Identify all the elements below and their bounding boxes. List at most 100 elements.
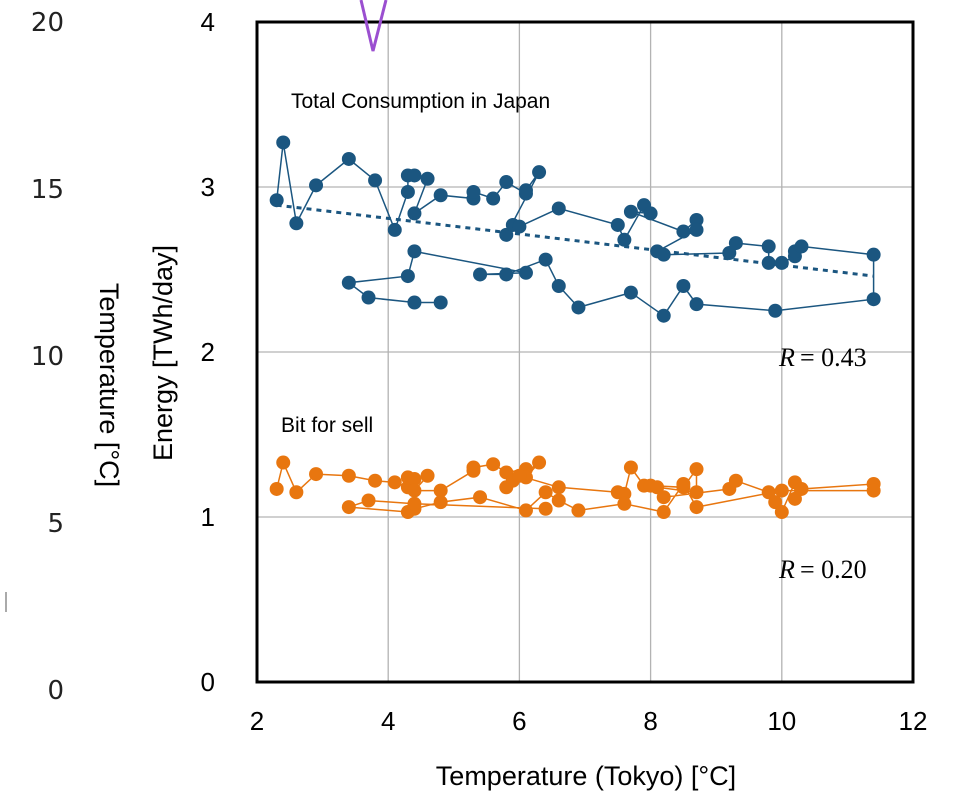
- data-point: [761, 239, 776, 254]
- data-point: [787, 491, 802, 506]
- series-label-total: Total Consumption in Japan: [291, 90, 550, 113]
- data-point: [486, 191, 501, 206]
- data-point: [276, 135, 291, 150]
- data-point: [676, 477, 691, 491]
- data-point: [473, 267, 488, 282]
- secondary-y-tick-label: 5: [47, 509, 64, 539]
- data-point: [643, 206, 658, 221]
- data-point: [309, 467, 324, 482]
- data-point: [676, 279, 691, 293]
- purple-marker-shape: [359, 0, 388, 52]
- data-point: [400, 184, 415, 199]
- data-point: [774, 505, 789, 520]
- data-point: [794, 481, 809, 496]
- r-annotation-bit: R = 0.20: [778, 555, 867, 584]
- data-traces: [269, 135, 881, 520]
- data-point: [269, 193, 284, 208]
- data-point: [400, 269, 415, 284]
- x-tick-label: 12: [899, 706, 928, 736]
- data-point: [551, 480, 566, 495]
- x-tick-label: 6: [512, 706, 526, 736]
- data-point: [486, 457, 501, 472]
- data-point: [466, 184, 481, 199]
- data-point: [433, 295, 448, 310]
- data-point: [433, 495, 448, 510]
- data-point: [289, 485, 304, 500]
- data-point: [518, 183, 533, 198]
- y-tick-label: 0: [201, 667, 215, 697]
- y-tick-label: 2: [201, 337, 215, 367]
- x-tick-label: 4: [381, 706, 395, 736]
- gridlines: [257, 22, 913, 682]
- data-point: [538, 501, 553, 516]
- y-tick-label: 4: [201, 7, 215, 37]
- data-point: [420, 171, 435, 186]
- data-point: [368, 473, 383, 488]
- data-point: [551, 493, 566, 508]
- data-point: [689, 485, 704, 500]
- r-value-bit: = 0.20: [800, 555, 867, 584]
- r-symbol-total: R: [778, 343, 795, 372]
- y-axis-title: Energy [TWh/day]: [148, 245, 178, 461]
- data-point: [774, 483, 789, 498]
- data-point: [512, 219, 527, 234]
- data-point: [407, 483, 422, 498]
- data-point: [551, 201, 566, 216]
- secondary-y-tick-label: 10: [31, 342, 64, 372]
- data-point: [650, 480, 665, 495]
- data-point: [689, 222, 704, 237]
- x-tick-label: 10: [767, 706, 796, 736]
- data-point: [571, 300, 586, 315]
- data-point: [512, 468, 527, 483]
- data-point: [617, 232, 632, 247]
- data-point: [309, 178, 324, 193]
- data-point: [368, 173, 383, 188]
- data-point: [499, 175, 514, 190]
- data-point: [341, 275, 356, 290]
- data-point: [656, 505, 671, 520]
- data-point: [276, 455, 291, 470]
- data-point: [768, 303, 783, 318]
- data-point: [407, 244, 422, 259]
- data-point: [866, 483, 881, 498]
- secondary-y-tick-label: 15: [31, 175, 64, 205]
- data-point: [341, 500, 356, 515]
- secondary-y-tick-label: 20: [31, 8, 64, 38]
- data-point: [623, 460, 638, 475]
- data-point: [610, 217, 625, 232]
- data-point: [689, 297, 704, 312]
- series-label-bit: Bit for sell: [281, 414, 373, 437]
- data-point: [361, 290, 376, 305]
- data-point: [794, 239, 809, 254]
- data-point: [656, 308, 671, 323]
- secondary-y-axis-title: Temperature [°C]: [94, 283, 124, 487]
- data-point: [407, 496, 422, 511]
- data-point: [571, 503, 586, 518]
- data-point: [722, 246, 737, 260]
- data-point: [341, 151, 356, 166]
- data-point: [689, 500, 704, 515]
- secondary-y-tick-label: 0: [47, 676, 64, 706]
- x-tick-label: 8: [643, 706, 657, 736]
- data-point: [689, 462, 704, 477]
- data-point: [617, 496, 632, 511]
- data-point: [466, 460, 481, 475]
- data-point: [499, 267, 514, 282]
- data-point: [532, 165, 547, 180]
- data-point: [518, 503, 533, 518]
- data-point: [407, 206, 422, 221]
- data-point: [532, 455, 547, 470]
- data-point: [433, 483, 448, 498]
- data-point: [774, 255, 789, 270]
- data-point: [420, 468, 435, 483]
- data-point: [433, 188, 448, 203]
- series-0: [269, 135, 881, 323]
- data-point: [866, 247, 881, 262]
- data-point: [728, 473, 743, 488]
- data-point: [269, 481, 284, 496]
- data-point: [538, 485, 553, 500]
- data-point: [518, 265, 533, 280]
